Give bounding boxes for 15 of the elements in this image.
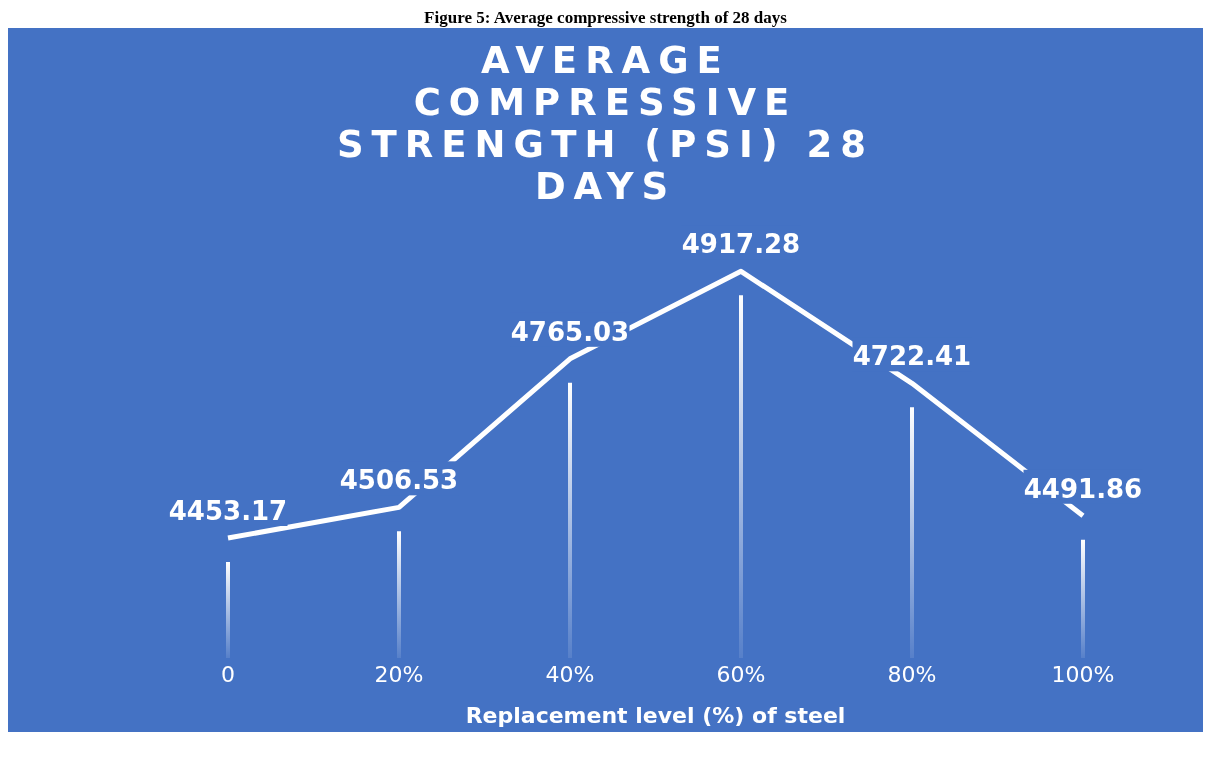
data-label: 4453.17 bbox=[168, 496, 288, 526]
x-tick-label: 40% bbox=[545, 661, 595, 687]
x-axis-title: Replacement level (%) of steel bbox=[465, 703, 846, 728]
x-tick-label: 20% bbox=[374, 661, 424, 687]
x-tick-label: 80% bbox=[887, 661, 937, 687]
x-tick-label: 100% bbox=[1051, 661, 1115, 687]
data-label: 4765.03 bbox=[510, 316, 630, 347]
data-label: 4722.41 bbox=[852, 341, 972, 372]
x-tick-label: 60% bbox=[716, 661, 766, 687]
caption: Figure 5: Average compressive strength of 28 days bbox=[423, 8, 788, 28]
data-label: 4491.86 bbox=[1023, 473, 1143, 504]
x-tick-label: 0 bbox=[221, 661, 235, 687]
data-label: 4917.28 bbox=[681, 229, 801, 260]
chart-title: AVERAGE COMPRESSIVE STRENGTH (PSI) 28 DAYS bbox=[335, 39, 876, 208]
data-label: 4506.53 bbox=[339, 465, 459, 496]
